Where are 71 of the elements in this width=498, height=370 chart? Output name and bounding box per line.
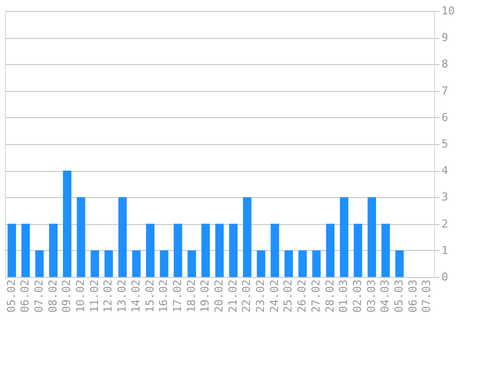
x-tick-label: 07.03 [420,280,434,313]
x-tick-label: 26.02 [296,280,309,313]
x-tick-label: 08.02 [46,280,60,313]
y-tick-label: 3 [442,190,448,204]
x-tick-label: 19.02 [198,280,212,313]
x-tick-label: 18.02 [184,280,198,313]
x-tick-label: 10.02 [74,280,88,313]
x-tick-label: 20.02 [212,280,226,313]
bar [146,224,154,277]
x-tick-label: 01.03 [337,280,350,313]
bar [49,224,58,277]
x-tick-label: 16.02 [157,280,170,313]
bar [242,197,252,277]
bar [118,197,127,277]
x-tick-label: 03.03 [364,280,378,313]
x-tick-label: 05.02 [4,280,18,313]
x-tick-label: 17.02 [170,280,184,313]
bar [229,224,238,277]
bar [381,224,390,277]
x-tick-label: 22.02 [240,280,254,313]
x-tick-label: 21.02 [226,280,240,313]
y-tick-label: 8 [442,58,448,71]
bar [201,224,210,277]
bar [284,250,293,277]
bar [395,250,404,277]
x-tick-label: 07.02 [32,280,46,313]
bar [326,224,334,277]
bar [21,224,30,277]
bar [8,224,16,277]
bar [76,197,86,277]
x-tick-label: 13.02 [116,280,129,313]
x-tick-label: 14.02 [129,280,142,313]
bar [270,224,280,277]
x-tick-label: 24.02 [268,280,281,313]
x-tick-label: 25.02 [282,280,295,313]
x-tick-label: 05.03 [392,280,406,313]
bar [188,250,196,277]
bar [256,250,266,277]
x-tick-label: 27.02 [309,280,322,313]
x-tick-label: 02.03 [350,280,364,313]
bar [340,197,348,277]
x-tick-label: 28.02 [323,280,336,313]
bar [62,170,72,277]
y-tick-label: 10 [442,4,455,18]
bar [90,250,100,277]
x-tick-label: 11.02 [88,280,101,313]
x-tick-label: 12.02 [102,280,115,313]
x-tick-label: 09.02 [60,280,74,313]
y-tick-label: 2 [442,217,448,230]
x-tick-label: 04.03 [378,280,392,313]
bar [160,250,168,277]
bar [104,250,113,277]
x-tick-label: 23.02 [254,280,268,313]
y-tick-label: 0 [442,270,448,284]
y-tick-label: 5 [442,138,448,150]
bar [354,224,362,277]
x-tick-label: 06.02 [18,280,32,313]
y-tick-label: 1 [442,244,448,257]
bar [368,197,376,277]
x-tick-label: 15.02 [143,280,156,313]
bar [35,250,44,277]
bar [312,250,321,277]
y-tick-label: 6 [442,110,448,124]
bar [132,250,141,277]
y-tick-label: 9 [442,31,448,44]
bar [215,224,224,277]
bar [174,224,182,277]
y-tick-label: 4 [442,164,448,178]
bar [298,250,307,277]
x-tick-label: 06.03 [406,280,420,313]
y-tick-label: 7 [442,84,448,98]
